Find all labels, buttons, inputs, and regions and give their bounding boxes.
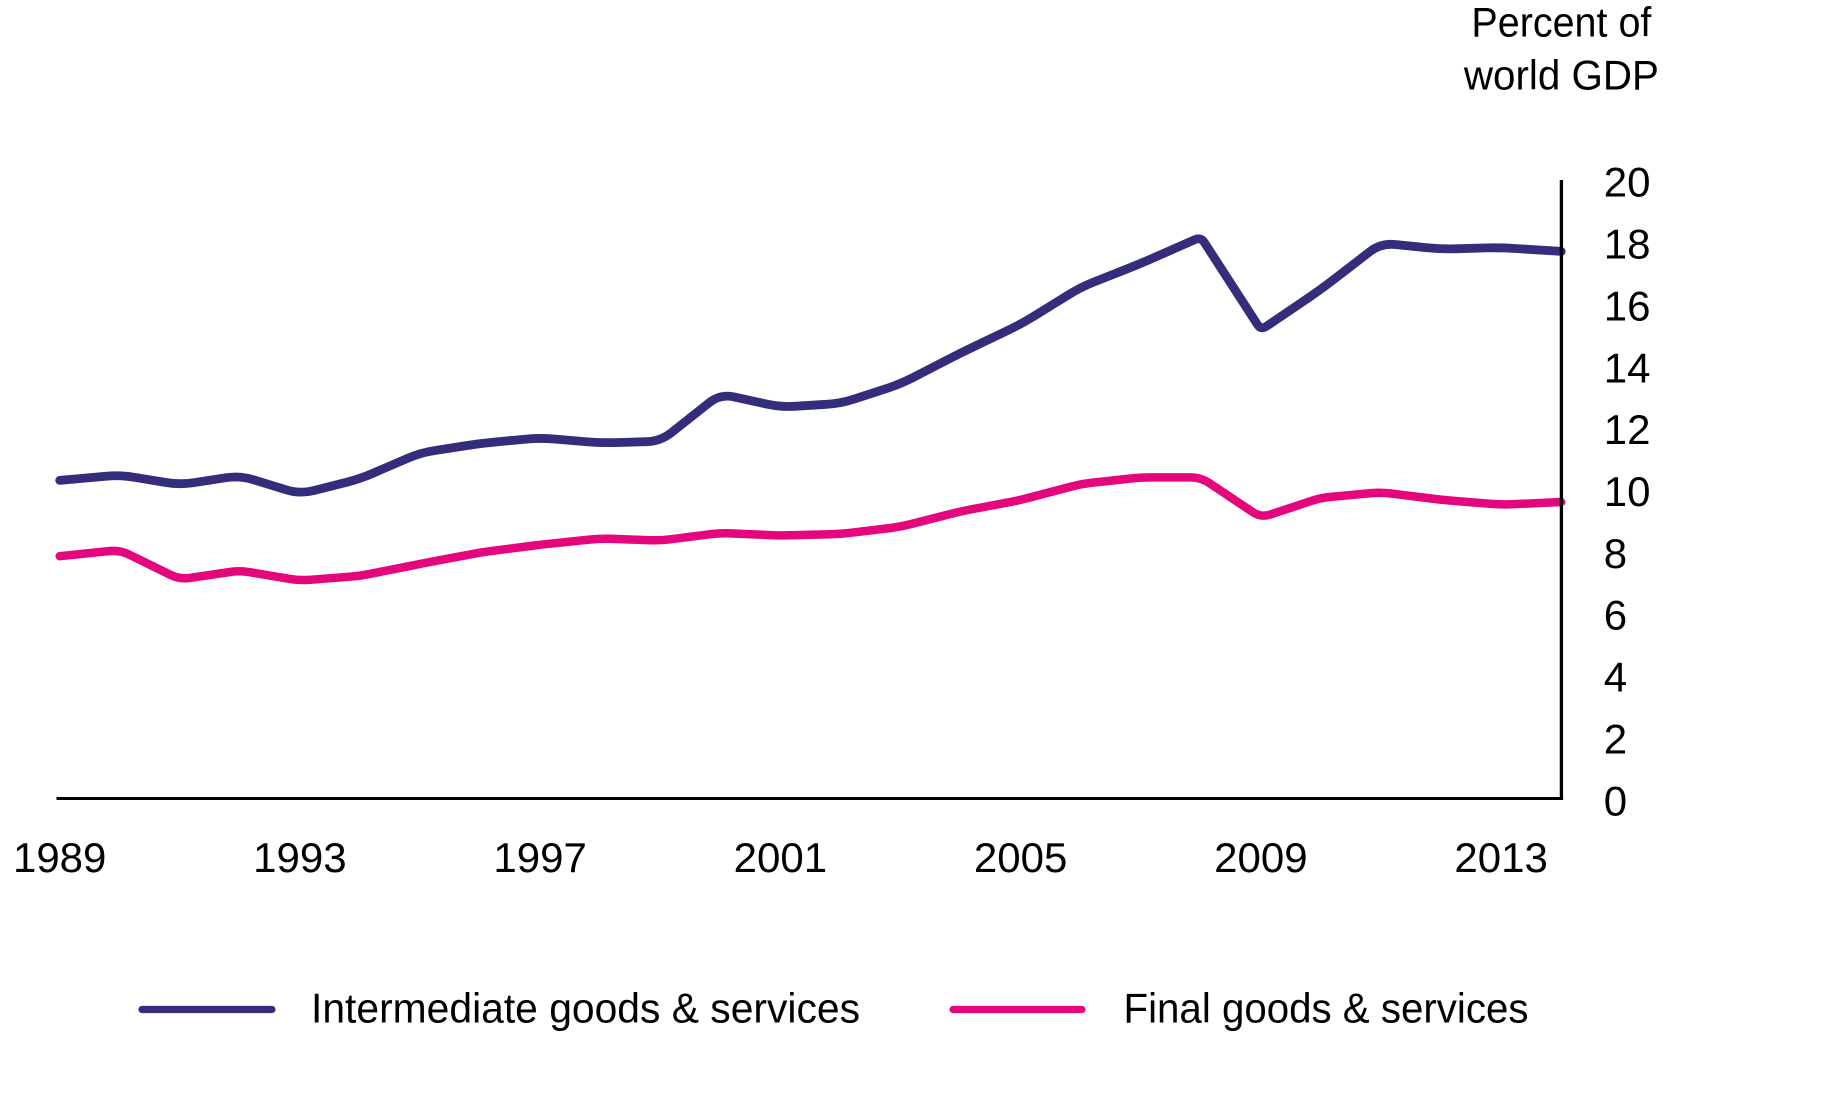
svg-text:Intermediate goods & services: Intermediate goods & services (311, 985, 860, 1032)
svg-text:2013: 2013 (1454, 834, 1547, 881)
svg-text:10: 10 (1604, 468, 1651, 515)
svg-text:4: 4 (1604, 654, 1627, 701)
svg-text:20: 20 (1604, 159, 1651, 206)
svg-text:world GDP: world GDP (1463, 52, 1659, 99)
svg-text:2: 2 (1604, 715, 1627, 762)
svg-text:16: 16 (1604, 282, 1651, 329)
svg-text:1993: 1993 (253, 834, 346, 881)
svg-text:Percent of: Percent of (1471, 0, 1651, 46)
svg-text:0: 0 (1604, 777, 1627, 824)
svg-text:12: 12 (1604, 406, 1651, 453)
svg-text:1997: 1997 (493, 834, 586, 881)
svg-text:Final goods & services: Final goods & services (1124, 985, 1529, 1032)
svg-text:8: 8 (1604, 530, 1627, 577)
svg-text:6: 6 (1604, 592, 1627, 639)
svg-text:2001: 2001 (734, 834, 827, 881)
svg-text:2009: 2009 (1214, 834, 1307, 881)
svg-text:2005: 2005 (974, 834, 1067, 881)
svg-text:1989: 1989 (13, 834, 106, 881)
svg-text:18: 18 (1604, 221, 1651, 268)
svg-text:14: 14 (1604, 344, 1651, 391)
